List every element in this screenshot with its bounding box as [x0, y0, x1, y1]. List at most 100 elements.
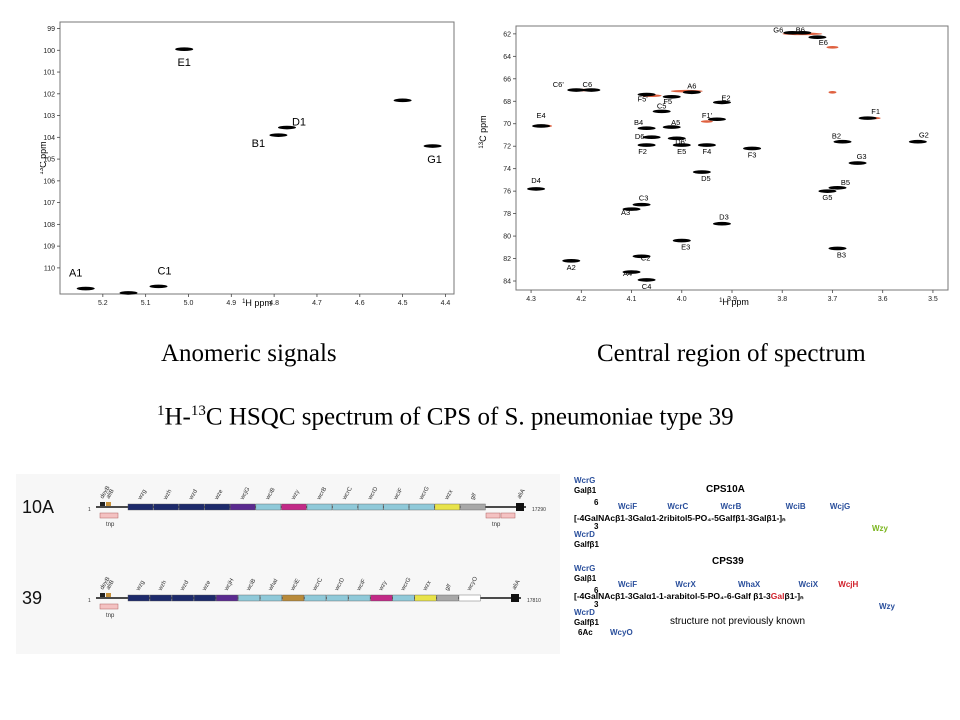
- title-part-2: C HSQC spectrum of CPS of S. pneumoniae …: [205, 403, 734, 431]
- peak-label: E6: [819, 38, 828, 47]
- y-tick-label: 62: [503, 31, 511, 38]
- gene-label: wzy: [290, 489, 301, 502]
- cross-peak: [119, 291, 138, 295]
- cross-peak-e5: [672, 143, 691, 147]
- overlay-cross-peak: [828, 90, 837, 94]
- figure-title: 1H-13C HSQC spectrum of CPS of S. pneumo…: [157, 403, 734, 431]
- y-tick-label: 82: [503, 256, 511, 263]
- y-tick-label: 78: [503, 211, 511, 218]
- gene-block-wcjg: [230, 503, 256, 511]
- gene-block-wcif: [383, 503, 409, 511]
- gene-label: wzg: [137, 489, 148, 502]
- gene-label: wzh: [157, 580, 168, 593]
- y-axis-label: 13C ppm: [40, 141, 48, 174]
- peak-label: F5': [638, 95, 649, 104]
- y-tick-label: 84: [503, 279, 511, 286]
- cross-peak-g2: [908, 139, 927, 144]
- cps39-title: CPS39: [712, 556, 744, 567]
- peak-label: G2: [919, 131, 929, 140]
- cps10a-link-3: 3: [594, 522, 599, 531]
- cross-peak-e2: [712, 100, 731, 105]
- caption-central: Central region of spectrum: [597, 340, 866, 367]
- y-tick-label: 106: [43, 178, 55, 185]
- gene-label: wzd: [179, 580, 190, 593]
- cross-peak-e1: [175, 47, 194, 51]
- peak-label: B3: [837, 250, 846, 259]
- gene-block-alib: [106, 593, 111, 597]
- y-axis-label: 13C ppm: [478, 115, 488, 148]
- title-superscript-1: 1: [157, 403, 165, 419]
- gene-label: aliA: [512, 579, 522, 591]
- y-tick-label: 101: [43, 70, 55, 77]
- gene-block-wze: [204, 503, 230, 511]
- cps39-repeat-part-b: β1-]ₙ: [784, 591, 804, 601]
- tnp-box: [99, 603, 119, 610]
- y-tick-label: 68: [503, 99, 511, 106]
- peak-label: A4: [623, 269, 632, 278]
- cps10a-enzymes: WciF WcrC WcrB WciB WcjG: [618, 502, 850, 511]
- y-tick-label: 107: [43, 200, 55, 207]
- gene-label: glf: [444, 583, 453, 592]
- x-tick-label: 5.1: [141, 300, 151, 307]
- cps39-enzymes: WciF WcrX WhaX WciX WcjH: [618, 580, 858, 589]
- x-tick-label: 4.9: [226, 300, 236, 307]
- title-part-1: H-: [164, 403, 191, 431]
- gene-label: wzg: [135, 580, 146, 593]
- cps39-link-6: 6: [594, 586, 599, 595]
- gene-block-wcrg: [409, 503, 435, 511]
- x-tick-label: 5.2: [98, 300, 108, 307]
- cluster-label: 10A: [22, 497, 54, 517]
- gene-block-alia: [516, 503, 524, 511]
- tnp-label: tnp: [106, 613, 115, 619]
- central-spectrum: 13C ppm 1H ppm 4.3 4.2 4.1 4.0 3.9 3.8 3.7 3.6 3…: [478, 25, 949, 307]
- cross-peak-c6: [582, 88, 601, 92]
- peak-label: B5: [841, 178, 850, 187]
- tnp-box: [500, 512, 516, 519]
- title-superscript-13: 13: [190, 403, 206, 419]
- gene-label: aliB: [106, 488, 116, 500]
- peak-label: C5: [657, 101, 667, 110]
- peak-label: E3: [681, 243, 690, 252]
- cross-peak-a5: [662, 125, 681, 129]
- cps39-bottom-sugar: Galfβ1: [574, 618, 599, 627]
- x-axis-label: 1H ppm: [719, 297, 749, 307]
- x-tick-label: 3.5: [928, 296, 938, 303]
- enzyme-wcrb: WcrB: [720, 502, 742, 511]
- y-tick-label: 105: [43, 157, 55, 164]
- plot-frame: [515, 25, 949, 291]
- x-tick-label: 4.2: [576, 296, 586, 303]
- peak-label: A1: [69, 268, 82, 280]
- cross-peak-c6p: [567, 88, 586, 92]
- peak-label: E2: [721, 93, 730, 102]
- peak-label: G1: [427, 154, 442, 166]
- enzyme-wcib: WciB: [785, 502, 806, 511]
- gene-block-glf: [436, 594, 459, 602]
- cps10a-bottom-sugar: Galfβ1: [574, 540, 599, 549]
- gene-block-dexb: [100, 593, 105, 597]
- cps39-repeat-red: Gal: [770, 591, 785, 601]
- peak-label: G5: [822, 193, 832, 202]
- enzyme-wcif: WciF: [618, 580, 638, 589]
- enzyme-wcix: WciX: [798, 580, 819, 589]
- cross-peak-b4: [637, 126, 656, 131]
- cross-peak-g3: [848, 161, 867, 165]
- cps10a-link-6: 6: [594, 498, 599, 507]
- gene-block-wcjh: [216, 594, 238, 602]
- gene-block-wzx: [434, 503, 461, 511]
- cps39-note: structure not previously known: [670, 616, 806, 627]
- gene-label: wzy: [378, 580, 389, 593]
- peak-label: B2: [832, 132, 841, 141]
- cross-peak-f1p: [707, 117, 726, 122]
- cluster-start: 1: [88, 598, 91, 604]
- cross-peak-c5: [652, 109, 671, 114]
- x-tick-label: 5.0: [184, 300, 194, 307]
- cross-peak: [393, 98, 412, 103]
- gene-block-wzy: [281, 503, 307, 511]
- peak-label: C6': [553, 80, 565, 89]
- peak-label: C4: [642, 282, 652, 291]
- gene-block-glf: [460, 503, 486, 511]
- cluster-size: 17810: [527, 598, 541, 604]
- peak-label: F5: [663, 97, 672, 106]
- cross-peak-c2: [632, 254, 651, 259]
- overlay-cross-peak: [700, 120, 713, 123]
